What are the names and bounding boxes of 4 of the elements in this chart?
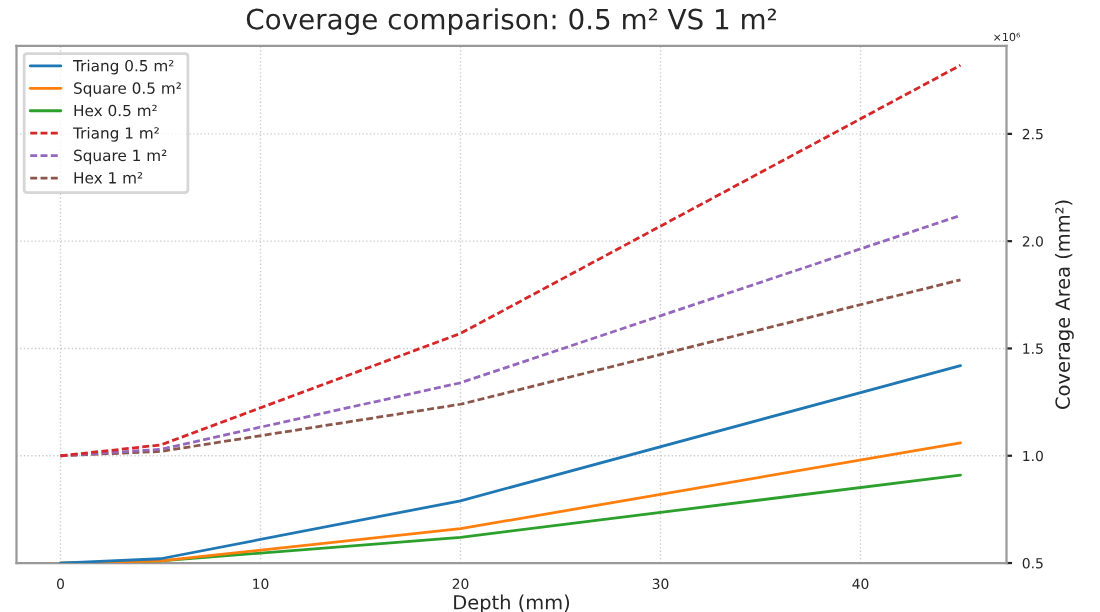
chart-title: Coverage comparison: 0.5 m² VS 1 m² [246, 8, 776, 36]
line-series [59, 63, 962, 458]
y-axis-title: Coverage Area (mm²) [1055, 200, 1074, 409]
line-series [59, 364, 962, 564]
